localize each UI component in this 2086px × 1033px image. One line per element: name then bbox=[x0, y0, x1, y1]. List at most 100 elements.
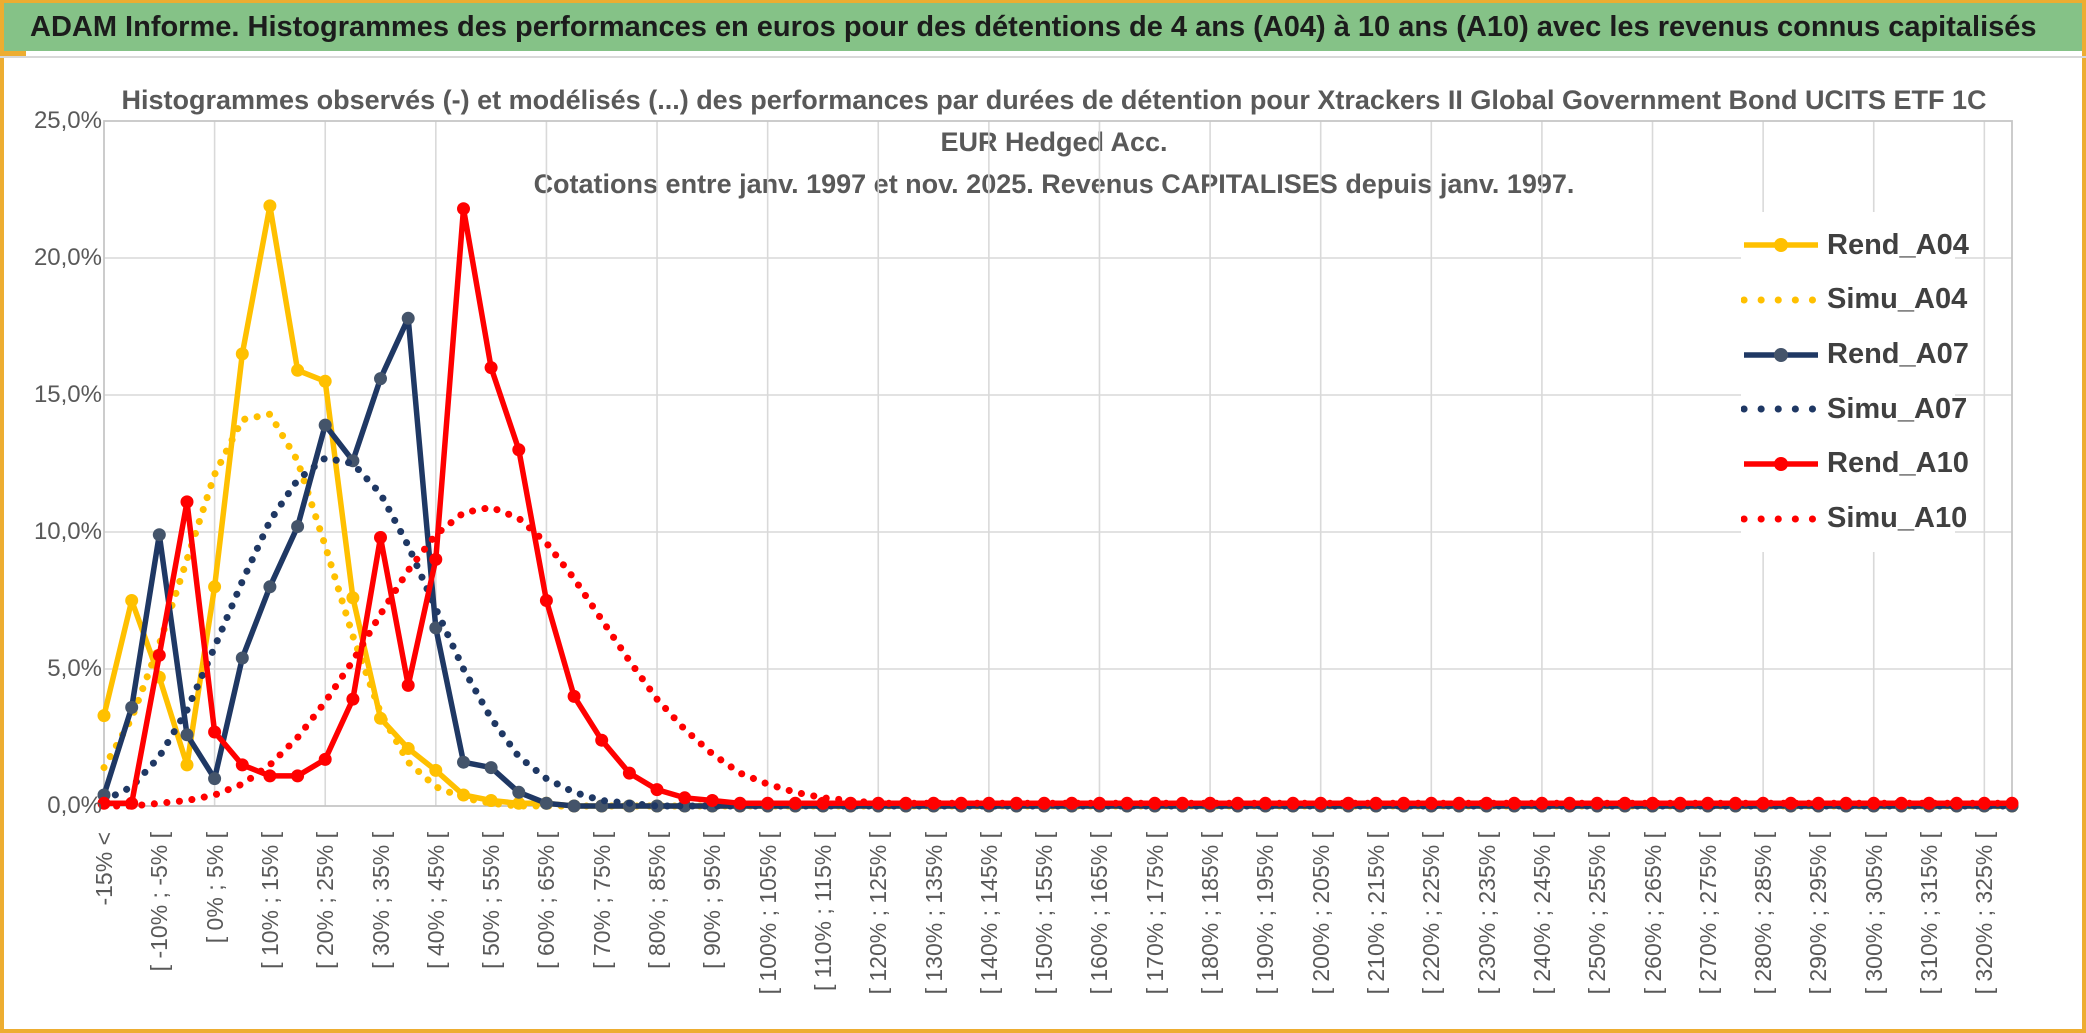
page-title: ADAM Informe. Histogrammes des performan… bbox=[30, 10, 2037, 43]
header-bar: ADAM Informe. Histogrammes des performan… bbox=[4, 3, 2082, 51]
legend-item-Rend_A10[interactable]: Rend_A10 bbox=[1741, 439, 1969, 489]
series-marker-Rend_A07 bbox=[208, 772, 222, 786]
series-line-Simu_A07[interactable] bbox=[100, 454, 2016, 810]
series-marker-Rend_A10 bbox=[512, 443, 526, 457]
legend-label: Simu_A04 bbox=[1827, 283, 1968, 316]
series-marker-Rend_A10 bbox=[1756, 796, 1770, 810]
series-marker-Rend_A10 bbox=[346, 692, 360, 706]
series-marker-Rend_A10 bbox=[1065, 796, 1079, 810]
series-marker-Rend_A10 bbox=[567, 689, 581, 703]
series-marker-Rend_A10 bbox=[539, 594, 553, 607]
series-marker-Rend_A10 bbox=[401, 678, 415, 692]
y-tick-label: 15,0% bbox=[33, 381, 102, 408]
series-marker-Rend_A10 bbox=[761, 796, 775, 810]
series-marker-Rend_A04 bbox=[318, 374, 332, 388]
series-marker-Rend_A10 bbox=[705, 794, 719, 807]
header-divider bbox=[0, 56, 2086, 58]
series-marker-Rend_A04 bbox=[429, 763, 443, 777]
series-marker-Rend_A10 bbox=[733, 796, 747, 810]
header-gold-tab bbox=[4, 51, 26, 57]
series-line-Rend_A10[interactable] bbox=[101, 205, 2015, 807]
series-marker-Rend_A04 bbox=[97, 709, 111, 723]
plot-canvas[interactable] bbox=[4, 58, 2082, 1029]
series-marker-Rend_A07 bbox=[318, 418, 332, 432]
series-marker-Rend_A10 bbox=[622, 766, 636, 780]
series-marker-Rend_A10 bbox=[180, 495, 194, 509]
legend-solid-line-icon bbox=[1744, 238, 1818, 253]
legend-item-Rend_A04[interactable]: Rend_A04 bbox=[1741, 220, 1969, 270]
series-line-Rend_A04[interactable] bbox=[101, 203, 2015, 809]
series-marker-Rend_A10 bbox=[291, 769, 305, 783]
chart-title-line3: Cotations entre janv. 1997 et nov. 2025.… bbox=[533, 169, 1575, 199]
legend-item-Rend_A07[interactable]: Rend_A07 bbox=[1741, 330, 1969, 380]
series-marker-Rend_A10 bbox=[208, 725, 222, 739]
series-marker-Rend_A07 bbox=[125, 700, 139, 714]
legend-label: Rend_A07 bbox=[1827, 338, 1969, 371]
legend-label: Rend_A10 bbox=[1827, 447, 1969, 480]
series-line-Simu_A04[interactable] bbox=[100, 410, 2016, 810]
series-marker-Rend_A07 bbox=[152, 528, 166, 542]
y-tick-label: 25,0% bbox=[33, 107, 102, 134]
series-marker-Rend_A10 bbox=[788, 796, 802, 810]
chart-area[interactable]: Histogrammes observés (-) et modélisés (… bbox=[4, 58, 2082, 1029]
series-marker-Rend_A07 bbox=[291, 520, 305, 533]
series-marker-Rend_A10 bbox=[152, 648, 166, 662]
series-line-Simu_A10[interactable] bbox=[100, 503, 2016, 810]
legend-item-Simu_A10[interactable]: Simu_A10 bbox=[1741, 494, 1967, 544]
legend-label: Simu_A10 bbox=[1827, 502, 1968, 535]
series-marker-Rend_A04 bbox=[346, 591, 360, 605]
series-marker-Rend_A10 bbox=[1618, 796, 1632, 810]
series-marker-Rend_A10 bbox=[595, 733, 609, 747]
series-marker-Rend_A10 bbox=[1784, 796, 1798, 810]
series-marker-Rend_A10 bbox=[1341, 796, 1355, 810]
series-marker-Rend_A10 bbox=[235, 758, 249, 772]
series-marker-Rend_A10 bbox=[1507, 796, 1521, 810]
series-marker-Rend_A07 bbox=[484, 761, 498, 775]
legend[interactable]: Rend_A04 Simu_A04 Rend_A07 Simu_A07 Rend_A10… bbox=[1741, 212, 1969, 552]
y-tick-label: 5,0% bbox=[47, 655, 102, 682]
series-marker-Rend_A04 bbox=[180, 758, 194, 772]
series-marker-Rend_A10 bbox=[1922, 796, 1936, 810]
series-marker-Rend_A07 bbox=[457, 755, 470, 769]
series-marker-Rend_A10 bbox=[429, 552, 443, 566]
chart-title-line1: Histogrammes observés (-) et modélisés (… bbox=[121, 85, 1987, 115]
series-marker-Rend_A10 bbox=[927, 796, 941, 810]
y-tick-label: 0,0% bbox=[47, 792, 102, 819]
series-marker-Rend_A10 bbox=[318, 752, 332, 766]
series-marker-Rend_A10 bbox=[1646, 796, 1659, 810]
series-marker-Rend_A04 bbox=[208, 580, 222, 594]
legend-label: Simu_A07 bbox=[1827, 392, 1968, 425]
series-marker-Rend_A07 bbox=[567, 799, 581, 813]
series-marker-Rend_A10 bbox=[457, 202, 470, 216]
series-marker-Rend_A07 bbox=[512, 785, 526, 799]
legend-solid-line-icon bbox=[1744, 456, 1818, 471]
series-marker-Rend_A07 bbox=[374, 372, 387, 386]
series-marker-Rend_A10 bbox=[484, 361, 498, 375]
series-marker-Rend_A10 bbox=[1203, 796, 1217, 810]
series-marker-Rend_A04 bbox=[125, 594, 139, 607]
legend-solid-line-icon bbox=[1744, 347, 1818, 362]
legend-label: Rend_A04 bbox=[1827, 228, 1969, 261]
series-marker-Rend_A07 bbox=[401, 311, 415, 325]
legend-item-Simu_A04[interactable]: Simu_A04 bbox=[1741, 275, 1967, 325]
series-marker-Rend_A10 bbox=[1480, 796, 1494, 810]
legend-dotted-line-icon bbox=[1741, 405, 1821, 413]
series-marker-Rend_A07 bbox=[263, 580, 277, 594]
y-tick-label: 10,0% bbox=[33, 518, 102, 545]
series-marker-Rend_A10 bbox=[374, 531, 387, 544]
series-marker-Rend_A04 bbox=[291, 363, 305, 377]
series-marker-Rend_A07 bbox=[180, 728, 194, 742]
series-marker-Rend_A10 bbox=[263, 769, 277, 783]
chart-title-line2: EUR Hedged Acc. bbox=[940, 127, 1168, 157]
series-marker-Rend_A10 bbox=[650, 783, 664, 797]
plot-border bbox=[103, 120, 2013, 807]
legend-item-Simu_A07[interactable]: Simu_A07 bbox=[1741, 384, 1967, 434]
legend-dotted-line-icon bbox=[1741, 515, 1821, 523]
series-marker-Rend_A10 bbox=[678, 791, 692, 805]
y-tick-label: 20,0% bbox=[33, 244, 102, 271]
series-marker-Rend_A07 bbox=[429, 621, 443, 635]
series-marker-Rend_A07 bbox=[235, 651, 249, 665]
series-marker-Rend_A07 bbox=[539, 796, 553, 810]
legend-dotted-line-icon bbox=[1741, 296, 1821, 304]
